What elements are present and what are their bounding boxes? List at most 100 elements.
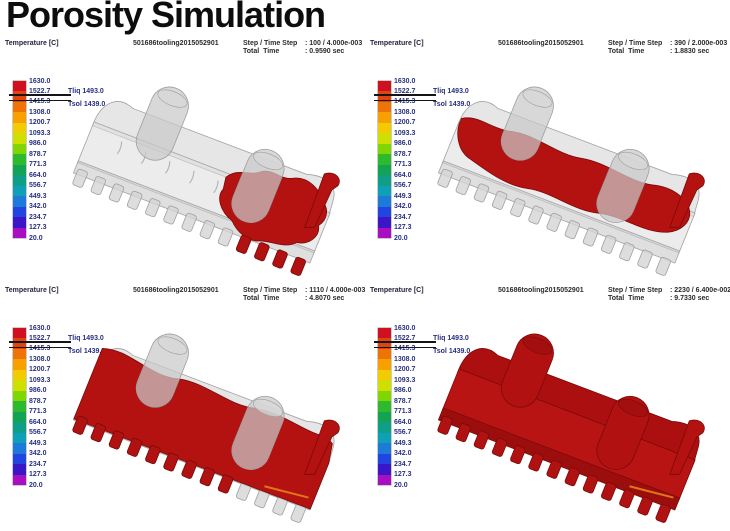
temperature-legend: 1630.0 1522.7 1415.3 1308.0 1200.7 1093.3 986.… xyxy=(9,324,143,498)
legend-tick-label: 1093.3 xyxy=(29,129,51,137)
legend-tick-label: 556.7 xyxy=(29,182,47,190)
tliq-label: Tliq 1493.0 xyxy=(68,335,104,342)
legend-tick-label: 664.0 xyxy=(29,171,47,179)
casting-model-view xyxy=(431,76,729,284)
quadrant-bottom-left: Temperature [C] 501686tooling2015052901 … xyxy=(0,285,365,531)
tooling-id: 501686tooling2015052901 xyxy=(133,287,219,294)
temperature-colorbar xyxy=(13,328,26,486)
step-label: Step / Time Step xyxy=(608,287,663,294)
tooling-id: 501686tooling2015052901 xyxy=(133,40,219,47)
legend-tick-label: 234.7 xyxy=(29,213,47,221)
legend-tick-label: 1522.7 xyxy=(29,335,51,342)
legend-tick-label: 556.7 xyxy=(394,182,412,190)
legend-tick-label: 234.7 xyxy=(394,213,412,221)
total-time-label: Total Time xyxy=(608,48,645,55)
legend-tick-label: 556.7 xyxy=(29,429,47,437)
legend-tick-label: 986.0 xyxy=(394,387,412,395)
tsol-label: Tsol 1439.0 xyxy=(433,100,471,108)
legend-tick-label: 1522.7 xyxy=(394,88,416,95)
tsol-marker-line xyxy=(374,99,436,101)
tliq-label: Tliq 1493.0 xyxy=(433,335,469,342)
legend-tick-label: 878.7 xyxy=(29,397,47,405)
legend-tick-label: 342.0 xyxy=(394,203,412,211)
tsol-marker-line xyxy=(9,346,71,348)
tliq-marker-line xyxy=(9,341,71,343)
temperature-legend: 1630.0 1522.7 1415.3 1308.0 1200.7 1093.3 986.… xyxy=(374,77,508,251)
legend-tick-label: 664.0 xyxy=(394,418,412,426)
legend-tick-label: 1308.0 xyxy=(29,108,51,116)
legend-tick-label: 1630.0 xyxy=(29,324,51,332)
step-value: : 100 / 4.000e-003 xyxy=(305,40,363,47)
quadrant-top-left: Temperature [C] 501686tooling2015052901 … xyxy=(0,38,365,284)
legend-tick-label: 1093.3 xyxy=(394,376,416,384)
quadrant-top-right: Temperature [C] 501686tooling2015052901 … xyxy=(365,38,730,284)
step-info: Step / Time Step : 390 / 2.000e-003 Tota… xyxy=(608,40,727,55)
legend-tick-label: 342.0 xyxy=(394,450,412,458)
legend-tick-label: 878.7 xyxy=(394,397,412,405)
total-time-value: : 9.7330 sec xyxy=(670,295,710,302)
tliq-marker-line xyxy=(9,94,71,96)
step-value: : 390 / 2.000e-003 xyxy=(670,40,728,47)
casting-3d-render xyxy=(72,333,340,523)
temperature-unit-label: Temperature [C] xyxy=(370,40,424,47)
legend-tick-label: 664.0 xyxy=(29,418,47,426)
step-value: : 2230 / 6.400e-002 xyxy=(670,287,730,294)
legend-tick-label: 342.0 xyxy=(29,450,47,458)
legend-tick-label: 342.0 xyxy=(29,203,47,211)
legend-tick-label: 127.3 xyxy=(29,471,47,478)
tsol-label: Tsol 1439.0 xyxy=(433,347,471,355)
step-label: Step / Time Step xyxy=(243,40,298,47)
step-info: Step / Time Step : 2230 / 6.400e-002 Tot… xyxy=(608,287,730,302)
legend-tick-label: 771.3 xyxy=(29,408,47,416)
legend-tick-label: 449.3 xyxy=(394,192,412,200)
temperature-colorbar xyxy=(378,328,391,486)
legend-tick-label: 1415.3 xyxy=(394,345,416,353)
legend-tick-label: 878.7 xyxy=(394,150,412,158)
tsol-marker-line xyxy=(9,99,71,101)
legend-tick-label: 771.3 xyxy=(394,161,412,169)
quadrant-bottom-right: Temperature [C] 501686tooling2015052901 … xyxy=(365,285,730,531)
total-time-label: Total Time xyxy=(243,295,280,302)
casting-model-view xyxy=(66,323,364,531)
legend-tick-label: 20.0 xyxy=(394,481,408,489)
casting-3d-render xyxy=(437,86,705,276)
legend-tick-label: 20.0 xyxy=(29,481,43,489)
temperature-unit-label: Temperature [C] xyxy=(370,287,424,294)
total-time-value: : 1.8830 sec xyxy=(670,48,710,55)
legend-tick-label: 449.3 xyxy=(29,192,47,200)
tsol-marker-line xyxy=(374,346,436,348)
step-value: : 1110 / 4.000e-003 xyxy=(305,287,366,294)
tliq-marker-line xyxy=(374,94,436,96)
legend-tick-label: 986.0 xyxy=(29,140,47,148)
tooling-id: 501686tooling2015052901 xyxy=(498,40,584,47)
temperature-unit-label: Temperature [C] xyxy=(5,287,59,294)
legend-tick-label: 986.0 xyxy=(29,387,47,395)
legend-tick-label: 449.3 xyxy=(394,439,412,447)
legend-tick-label: 1415.3 xyxy=(394,98,416,106)
legend-tick-label: 449.3 xyxy=(29,439,47,447)
legend-tick-label: 556.7 xyxy=(394,429,412,437)
legend-tick-label: 1522.7 xyxy=(29,88,51,95)
legend-tick-label: 1308.0 xyxy=(394,355,416,363)
total-time-value: : 0.9590 sec xyxy=(305,48,345,55)
legend-tick-label: 1093.3 xyxy=(29,376,51,384)
temperature-legend: 1630.0 1522.7 1415.3 1308.0 1200.7 1093.3 986.… xyxy=(374,324,508,498)
legend-tick-label: 127.3 xyxy=(394,471,412,478)
legend-tick-label: 878.7 xyxy=(29,150,47,158)
temperature-colorbar xyxy=(13,81,26,239)
step-label: Step / Time Step xyxy=(608,40,663,47)
legend-tick-label: 1630.0 xyxy=(394,324,416,332)
casting-3d-render xyxy=(437,333,705,523)
tsol-label: Tsol 1439.0 xyxy=(68,100,106,108)
legend-tick-label: 1200.7 xyxy=(29,119,51,127)
legend-tick-label: 1308.0 xyxy=(29,355,51,363)
step-info: Step / Time Step : 100 / 4.000e-003 Tota… xyxy=(243,40,362,55)
legend-tick-label: 1630.0 xyxy=(394,77,416,85)
tliq-label: Tliq 1493.0 xyxy=(68,88,104,95)
legend-tick-label: 1200.7 xyxy=(394,119,416,127)
tsol-label: Tsol 1439.0 xyxy=(68,347,106,355)
total-time-label: Total Time xyxy=(608,295,645,302)
legend-tick-label: 1630.0 xyxy=(29,77,51,85)
legend-tick-label: 1093.3 xyxy=(394,129,416,137)
legend-tick-label: 1200.7 xyxy=(394,366,416,374)
